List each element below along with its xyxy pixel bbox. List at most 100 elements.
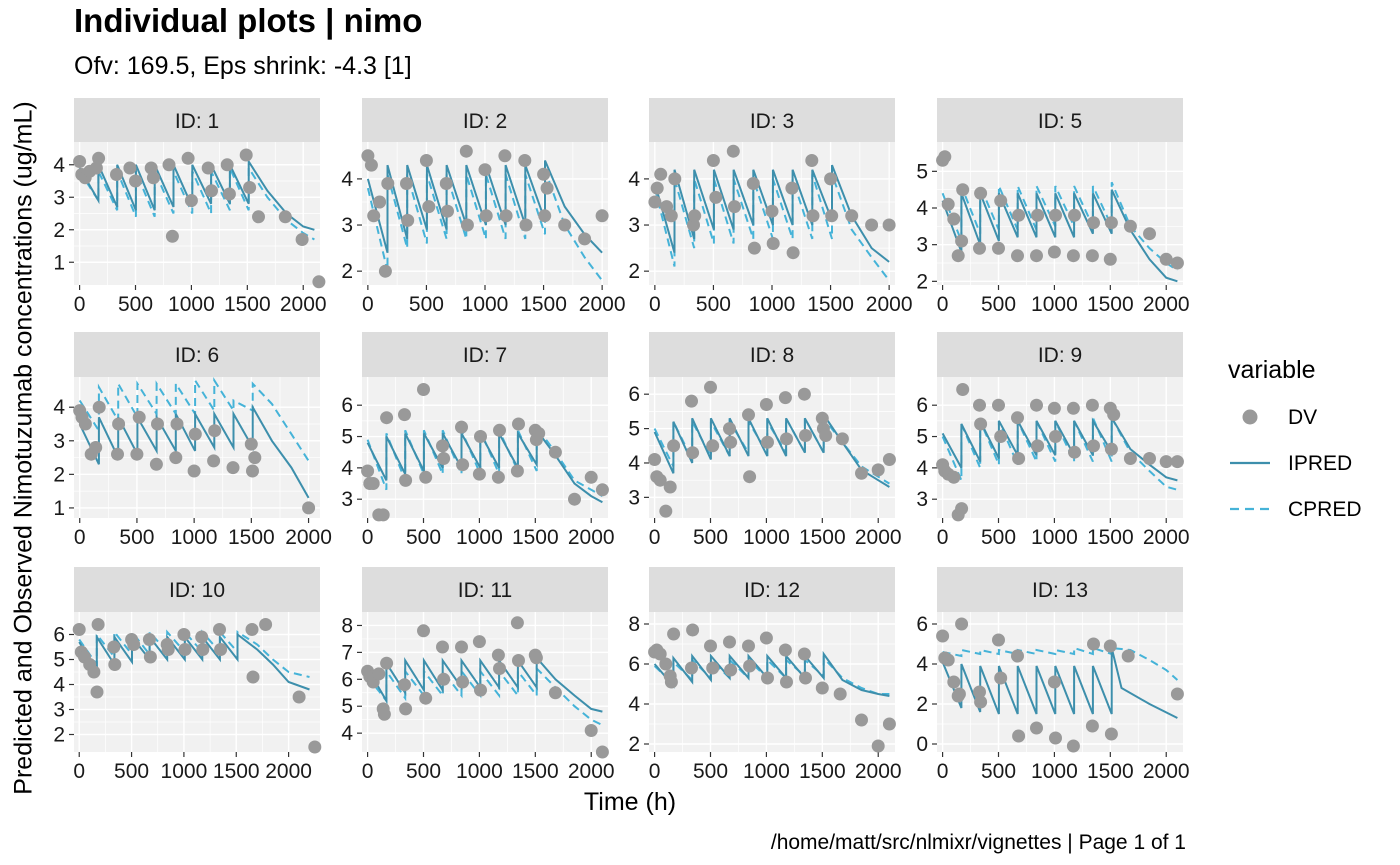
panel-3-x-tick-label: 2000 bbox=[866, 293, 913, 316]
panel-1-dv-point bbox=[243, 181, 257, 194]
panel-6-dv-point bbox=[399, 473, 413, 487]
legend-key-cpred bbox=[1230, 507, 1270, 511]
panel-8: ID: 9 0 500 1000 1500 2000 3 4 5 6 bbox=[916, 332, 1190, 549]
panel-12-dv-point bbox=[941, 653, 955, 667]
panel-7-dv-point bbox=[780, 432, 793, 446]
panel-5-x-tick-label: 500 bbox=[119, 526, 154, 549]
panel-3-dv-point bbox=[806, 209, 820, 223]
panel-6-y-tick-label: 3 bbox=[341, 488, 353, 511]
panel-5-dv-point bbox=[244, 437, 258, 451]
panel-11-dv-point bbox=[724, 663, 738, 677]
panel-7-dv-point bbox=[724, 435, 738, 449]
panel-4-dv-point bbox=[1087, 216, 1100, 230]
panel-7-ipred-line bbox=[653, 411, 890, 488]
panel-4-dv-point bbox=[938, 150, 952, 164]
panel-12-x-tick-label: 500 bbox=[981, 760, 1016, 783]
panel-6-dv-point bbox=[436, 439, 449, 453]
panel-5-y-tick-label: 2 bbox=[53, 463, 65, 486]
panel-7-dv-point bbox=[704, 380, 717, 394]
panel-1-dv-point bbox=[146, 171, 160, 185]
panel-7-dv-point bbox=[723, 422, 736, 436]
panel-4-dv-point bbox=[941, 197, 955, 211]
panel-11-dv-point bbox=[759, 631, 773, 645]
legend-label-dv: DV bbox=[1288, 406, 1318, 429]
panel-8-y-tick-label: 5 bbox=[916, 426, 928, 449]
panel-3-dv-point bbox=[664, 209, 678, 223]
panel-12-dv-point bbox=[1103, 639, 1117, 653]
panel-11-y-tick-label: 4 bbox=[628, 693, 640, 716]
panel-1-strip-label: ID: 1 bbox=[175, 110, 219, 133]
panel-7-dv-point bbox=[686, 446, 700, 460]
panel-9-dv-point bbox=[143, 650, 157, 664]
panel-4-dv-point bbox=[1085, 249, 1099, 263]
panel-9-dv-point bbox=[246, 670, 260, 684]
panel-10-dv-point bbox=[491, 648, 505, 662]
panel-12-y-tick-label: 0 bbox=[916, 733, 928, 756]
panel-6-dv-point bbox=[491, 470, 505, 484]
panel-12-dv-point bbox=[952, 687, 966, 701]
panel-4-dv-point bbox=[1143, 227, 1156, 241]
panel-9-dv-point bbox=[195, 630, 209, 644]
panel-2: ID: 2 0 500 1000 1500 2000 2 3 4 bbox=[341, 98, 626, 316]
panel-1-dv-point bbox=[92, 151, 106, 165]
panel-5-x-tick-label: 1000 bbox=[171, 526, 218, 549]
panel-6-y-tick-label: 6 bbox=[341, 394, 353, 417]
panel-7-x-tick-label: 2000 bbox=[855, 526, 902, 549]
panel-11-dv-point bbox=[704, 639, 717, 653]
panel-3-dv-point bbox=[746, 177, 760, 190]
panel-7-dv-point bbox=[882, 453, 896, 466]
panel-8-ipred-line bbox=[941, 414, 1178, 482]
panel-1-x-tick-label: 1000 bbox=[168, 293, 215, 316]
panel-3-dv-point bbox=[845, 209, 859, 223]
panel-2-dv-point bbox=[537, 167, 551, 181]
panel-1-x-tick-label: 500 bbox=[118, 293, 153, 316]
panel-9-dv-point bbox=[178, 643, 192, 656]
panel-1-dv-point bbox=[89, 161, 103, 175]
panel-12-x-tick-label: 1000 bbox=[1031, 760, 1078, 783]
panel-2-dv-point bbox=[558, 218, 572, 232]
panel-6-x-tick-label: 1000 bbox=[456, 526, 503, 549]
panel-4-y-tick-label: 3 bbox=[916, 234, 928, 257]
panel-7-dv-point bbox=[663, 480, 677, 494]
panel-4-series bbox=[941, 181, 1178, 283]
panel-7-dv-point bbox=[743, 470, 757, 484]
panel-10-y-tick-label: 7 bbox=[341, 641, 353, 664]
panel-1: ID: 1 0 500 1000 1500 2000 1 2 3 4 bbox=[53, 98, 327, 316]
panel-6-dv-point bbox=[595, 483, 609, 497]
panel-9-dv-point bbox=[245, 623, 259, 636]
panel-10-dv-point bbox=[493, 662, 506, 675]
panel-11-dv-point bbox=[686, 623, 700, 637]
panel-3-y-tick-label: 2 bbox=[628, 260, 640, 283]
panel-9-x-tick-label: 0 bbox=[73, 760, 85, 783]
panel-5-dv-point bbox=[187, 464, 201, 478]
panel-12: ID: 13 0 500 1000 1500 2000 0 2 4 6 bbox=[916, 567, 1190, 783]
panel-2-dv-point bbox=[540, 181, 554, 195]
panel-7-dv-point bbox=[835, 432, 849, 446]
panel-7-strip bbox=[649, 332, 895, 377]
panel-10-x-tick-label: 1500 bbox=[512, 760, 559, 783]
panel-4-strip-label: ID: 5 bbox=[1038, 110, 1082, 133]
panel-6-dv-point bbox=[456, 458, 470, 472]
legend: variable DV IPRED CPRED bbox=[1228, 356, 1362, 535]
panel-8-dv-point bbox=[1143, 452, 1156, 465]
panel-3-dv-point bbox=[709, 190, 723, 204]
panel-5-strip-label: ID: 6 bbox=[175, 344, 219, 367]
panel-1-dv-point bbox=[110, 168, 123, 181]
panel-12-strip bbox=[937, 567, 1183, 612]
panel-8-dv-point bbox=[1031, 439, 1045, 453]
panel-12-dv-point bbox=[992, 633, 1005, 647]
panel-10-y-tick-label: 8 bbox=[341, 614, 353, 637]
panel-2-dv-point bbox=[401, 213, 415, 227]
panel-7-dv-point bbox=[761, 435, 774, 449]
panel-10-dv-point bbox=[377, 707, 391, 721]
panel-4-dv-point bbox=[1104, 216, 1118, 230]
panel-10-dv-point bbox=[510, 616, 524, 630]
panel-10-strip-label: ID: 11 bbox=[458, 579, 512, 602]
panel-7-y-tick-label: 6 bbox=[628, 383, 640, 406]
panel-6: ID: 7 0 500 1000 1500 2000 3 4 5 6 bbox=[341, 332, 615, 549]
panel-4-dv-point bbox=[1031, 208, 1045, 222]
panel-5-dv-point bbox=[188, 427, 202, 441]
panel-10-dv-point bbox=[472, 635, 486, 649]
panel-2-y-tick-label: 4 bbox=[341, 168, 353, 191]
panel-11-x-tick-label: 2000 bbox=[855, 760, 902, 783]
